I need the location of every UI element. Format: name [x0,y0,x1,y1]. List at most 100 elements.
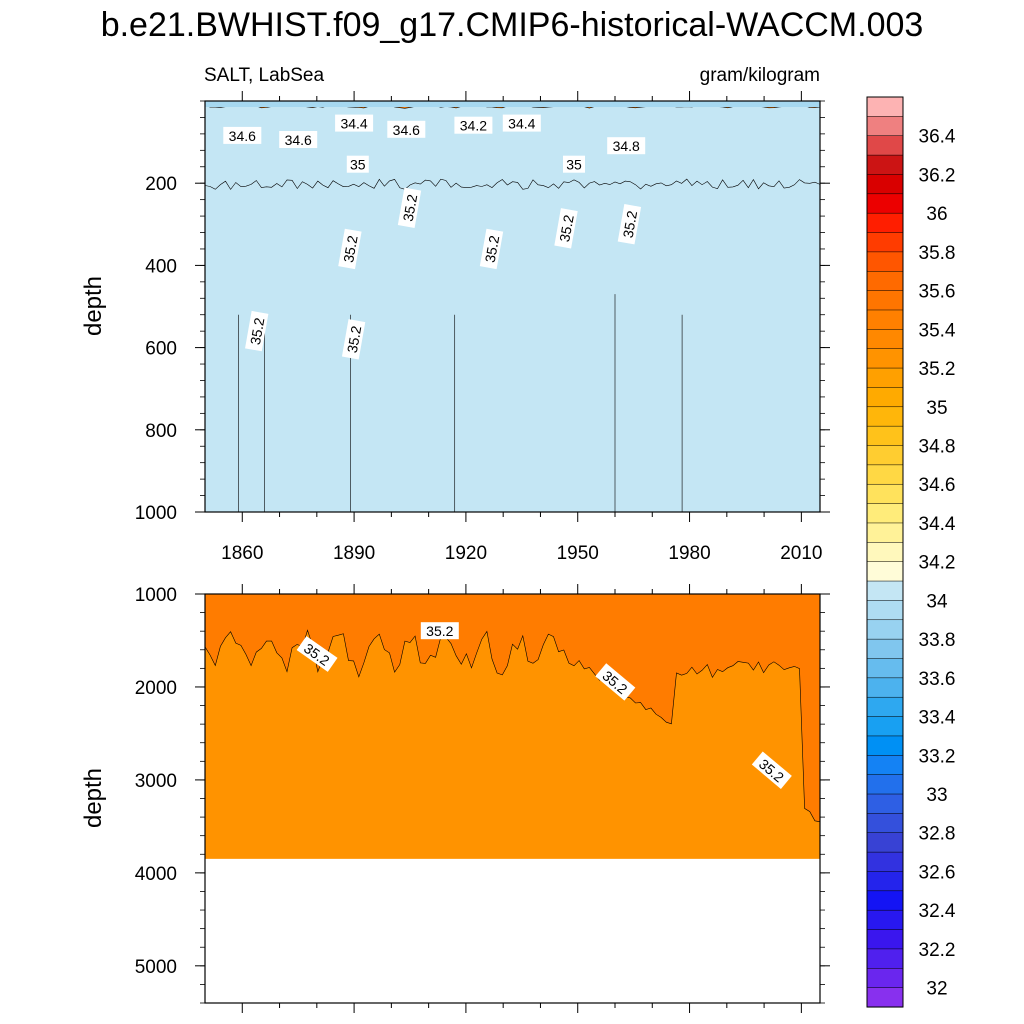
colorbar-label: 33.8 [919,630,956,651]
colorbar-swatch [866,387,904,408]
contour-label-box [223,126,262,144]
lower-seafloor-blank [205,858,820,1003]
colorbar-label: 34.4 [919,514,956,535]
colorbar-swatch [866,832,904,853]
contour-label-text: 35.2 [426,623,453,639]
colorbar-swatch [866,890,904,911]
contour-label: 35.2 [338,228,362,270]
contour-label: 34.4 [502,114,541,132]
upper-contour-labels: 34.6 34.6 34.4 34.6 34.2 34.4 34.8 35 35 35.2 35.2… [223,114,646,360]
y-tick-label: 5000 [135,957,177,978]
colorbar-swatch [866,871,904,892]
colorbar-swatch [866,154,904,175]
colorbar-swatch [866,309,904,330]
upper-contour-line [205,178,820,190]
colorbar-swatch [866,677,904,698]
contour-label-box [607,137,646,155]
colorbar-swatch [866,96,904,117]
contour-label: 35 [563,155,585,173]
contour-label-box [751,751,792,789]
y-tick-label: 4000 [135,864,177,885]
colorbar-label: 34 [926,591,948,612]
colorbar-label: 35.8 [919,243,956,264]
contour-label-box [279,131,318,148]
contour-label-text: 35.2 [344,324,365,354]
contour-label: 34.2 [454,116,493,134]
contour-label-text: 35.2 [247,316,268,346]
contour-label-text: 35.2 [556,213,577,243]
contour-label: 34.6 [279,131,318,148]
colorbar: 36.4 36.2 36 35.8 35.6 35.4 35.2 35 34.8 34.6 34.4… [866,96,956,1008]
colorbar-swatch [866,483,904,505]
colorbar-swatch [866,445,904,466]
contour-label-text: 34.6 [393,122,420,138]
colorbar-swatch [866,909,904,931]
colorbar-swatch [866,174,904,195]
colorbar-swatch [866,793,904,814]
upper-axes: 200 400 600 800 1000 1860 1890 1920 1950 1980 2010 [135,91,830,564]
y-tick-label: 1000 [135,503,177,524]
contour-label-text: 35.2 [340,234,361,264]
contour-label: 35 [346,155,369,173]
upper-surface-strip [205,101,820,107]
contour-label: 34.6 [223,126,262,144]
x-tick-label: 2010 [780,543,822,564]
contour-label-text: 34.4 [508,116,535,132]
lower-deep-fill [205,594,820,822]
right-subtitle: gram/kilogram [700,65,820,86]
colorbar-label: 33.6 [919,669,956,690]
colorbar-swatch [866,948,904,969]
colorbar-label: 32.6 [919,863,956,884]
contour-label-box [346,155,369,173]
left-subtitle: SALT, LabSea [204,65,325,86]
contour-label-box [502,114,541,132]
lower-contour-labels: 35.235.235.235.2 [296,622,792,789]
colorbar-swatch [866,212,904,234]
colorbar-label: 34.6 [919,475,956,496]
lower-axes: 1000 2000 3000 4000 5000 [135,584,830,1013]
upper-panel: 34.6 34.6 34.4 34.6 34.2 34.4 34.8 35 35 35.2 35.2… [80,91,830,564]
colorbar-swatch [866,542,904,563]
contour-label-box [595,663,636,701]
contour-label-text: 35.2 [400,193,421,223]
contour-label-box [554,208,578,249]
lower-contour-fill [205,594,820,1003]
contour-label: 35.2 [479,228,504,270]
colorbar-swatch [866,522,904,543]
colorbar-label: 32.2 [919,940,956,961]
colorbar-swatch [866,464,904,485]
colorbar-swatch [866,425,904,447]
y-tick-label: 1000 [135,585,177,606]
lower-contour-line [205,629,820,823]
contour-label-text: 35.2 [620,209,641,239]
contour-label: 35.2 [554,208,578,249]
colorbar-swatch [866,232,904,253]
colorbar-swatch [866,774,904,795]
colorbar-label: 32.8 [919,824,956,845]
contour-label-box [335,114,374,132]
colorbar-label: 35 [926,398,947,419]
colorbar-swatch [866,290,904,311]
contour-label-box [479,228,504,270]
colorbar-swatch [866,367,904,388]
contour-label-box [397,187,422,229]
contour-label-box [338,228,362,270]
contour-label: 35.2 [245,310,269,352]
contour-label-text: 34.6 [229,128,256,144]
y-tick-label: 2000 [135,678,177,699]
x-tick-label: 1860 [221,543,263,564]
colorbar-label: 35.2 [919,359,956,380]
y-tick-label: 400 [145,256,177,277]
contour-label: 35.2 [341,319,366,360]
colorbar-swatch [866,580,904,601]
contour-label-box [341,319,366,360]
colorbar-swatch [866,193,904,214]
contour-label-text: 34.2 [460,118,487,134]
colorbar-swatch [866,116,904,137]
colorbar-frame [866,96,904,1008]
colorbar-swatch [866,619,904,640]
contour-label: 34.4 [335,114,374,132]
y-tick-label: 3000 [135,771,177,792]
x-tick-label: 1950 [557,543,599,564]
contour-label-box [245,310,269,352]
